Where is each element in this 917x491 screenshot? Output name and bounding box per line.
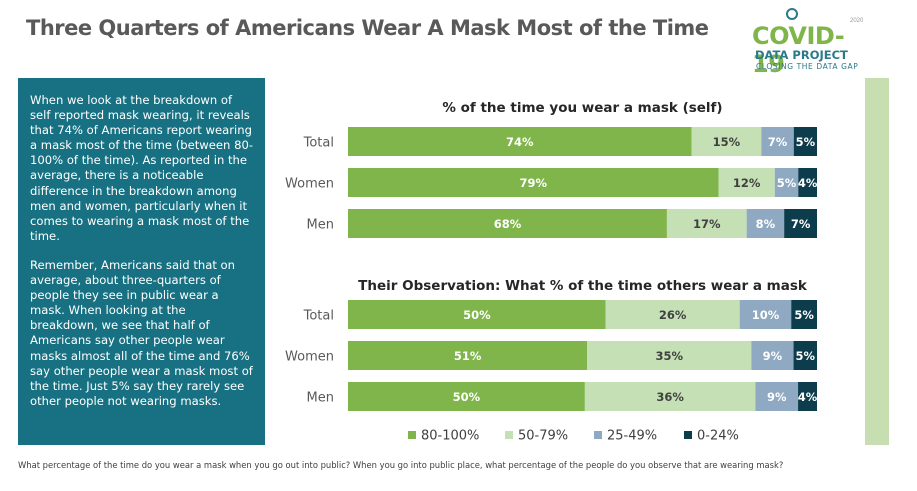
category-label-women: Women <box>285 177 334 192</box>
bar-total-80-100pct <box>348 300 606 329</box>
chart-title-1: % of the time you wear a mask (self) <box>442 100 722 116</box>
bar-women-0-24pct <box>798 168 817 197</box>
bar-men-25-49pct <box>755 382 799 411</box>
bar-men-80-100pct <box>348 382 585 411</box>
legend-label-3: 25-49% <box>607 429 657 444</box>
data-label-men-0-24pct: 7% <box>791 217 811 231</box>
bar-women-25-49pct <box>751 341 794 370</box>
bar-total-80-100pct <box>348 127 692 156</box>
bar-total-25-49pct <box>739 300 792 329</box>
commentary-paragraph-1: When we look at the breakdown of self re… <box>30 93 254 243</box>
decorative-side-bar <box>865 78 889 445</box>
legend-label-1: 80-100% <box>421 429 479 444</box>
category-label-men: Men <box>307 218 334 233</box>
survey-question-footnote: What percentage of the time do you wear … <box>18 460 784 470</box>
data-label-women-80-100pct: 79% <box>519 176 547 190</box>
logo-person-icon <box>786 8 798 20</box>
bar-men-0-24pct <box>798 382 817 411</box>
data-label-total-80-100pct: 50% <box>463 308 491 322</box>
data-label-total-25-49pct: 7% <box>768 135 788 149</box>
data-label-women-25-49pct: 9% <box>763 349 783 363</box>
data-label-men-0-24pct: 4% <box>798 390 818 404</box>
data-label-men-80-100pct: 68% <box>494 217 522 231</box>
bar-women-80-100pct <box>348 168 719 197</box>
logo-tagline: CLOSING THE DATA GAP <box>756 62 859 71</box>
data-label-total-25-49pct: 10% <box>752 308 780 322</box>
bar-men-50-79pct <box>584 382 756 411</box>
legend-swatch-3 <box>594 431 602 439</box>
bar-women-80-100pct <box>348 341 588 370</box>
data-label-women-0-24pct: 4% <box>798 176 818 190</box>
data-label-total-0-24pct: 5% <box>796 135 816 149</box>
data-label-men-80-100pct: 50% <box>453 390 481 404</box>
bar-women-25-49pct <box>774 168 799 197</box>
bar-men-25-49pct <box>746 209 785 238</box>
logo-year: 2020 <box>850 18 864 24</box>
data-label-total-80-100pct: 74% <box>506 135 534 149</box>
bar-men-0-24pct <box>784 209 817 238</box>
data-label-total-0-24pct: 5% <box>794 308 814 322</box>
bar-total-50-79pct <box>691 127 762 156</box>
covid-data-project-logo: 2020 COVID-19 DATA PROJECT CLOSING THE D… <box>746 8 876 78</box>
commentary-paragraph-2: Remember, Americans said that on average… <box>30 257 253 408</box>
bar-women-50-79pct <box>718 168 775 197</box>
legend-label-2: 50-79% <box>518 429 568 444</box>
data-label-men-50-79pct: 36% <box>656 390 684 404</box>
data-label-women-80-100pct: 51% <box>454 349 482 363</box>
legend-swatch-4 <box>684 431 692 439</box>
data-label-men-25-49pct: 9% <box>767 390 787 404</box>
data-label-men-25-49pct: 8% <box>756 217 776 231</box>
category-label-women: Women <box>285 350 334 365</box>
bar-total-0-24pct <box>791 300 817 329</box>
logo-main-text: COVID-19 <box>752 22 845 78</box>
bar-men-50-79pct <box>666 209 747 238</box>
logo-sub-text: DATA PROJECT <box>755 48 848 62</box>
bar-women-50-79pct <box>587 341 752 370</box>
category-label-total: Total <box>303 136 334 151</box>
bar-men-80-100pct <box>348 209 667 238</box>
commentary-panel: When we look at the breakdown of self re… <box>18 78 265 445</box>
legend-label-4: 0-24% <box>697 429 739 444</box>
category-label-total: Total <box>303 309 334 324</box>
chart-title-2: Their Observation: What % of the time ot… <box>358 278 808 294</box>
legend-swatch-1 <box>408 431 416 439</box>
bar-women-0-24pct <box>793 341 817 370</box>
data-label-women-50-79pct: 35% <box>655 349 683 363</box>
data-label-women-50-79pct: 12% <box>733 176 761 190</box>
data-label-total-50-79pct: 15% <box>713 135 741 149</box>
legend-swatch-2 <box>505 431 513 439</box>
page-title: Three Quarters of Americans Wear A Mask … <box>26 16 709 40</box>
data-label-total-50-79pct: 26% <box>659 308 687 322</box>
bar-total-50-79pct <box>605 300 740 329</box>
bar-total-25-49pct <box>761 127 794 156</box>
category-label-men: Men <box>307 391 334 406</box>
data-label-women-25-49pct: 5% <box>777 176 797 190</box>
data-label-women-0-24pct: 5% <box>796 349 816 363</box>
data-label-men-50-79pct: 17% <box>693 217 721 231</box>
bar-total-0-24pct <box>793 127 817 156</box>
